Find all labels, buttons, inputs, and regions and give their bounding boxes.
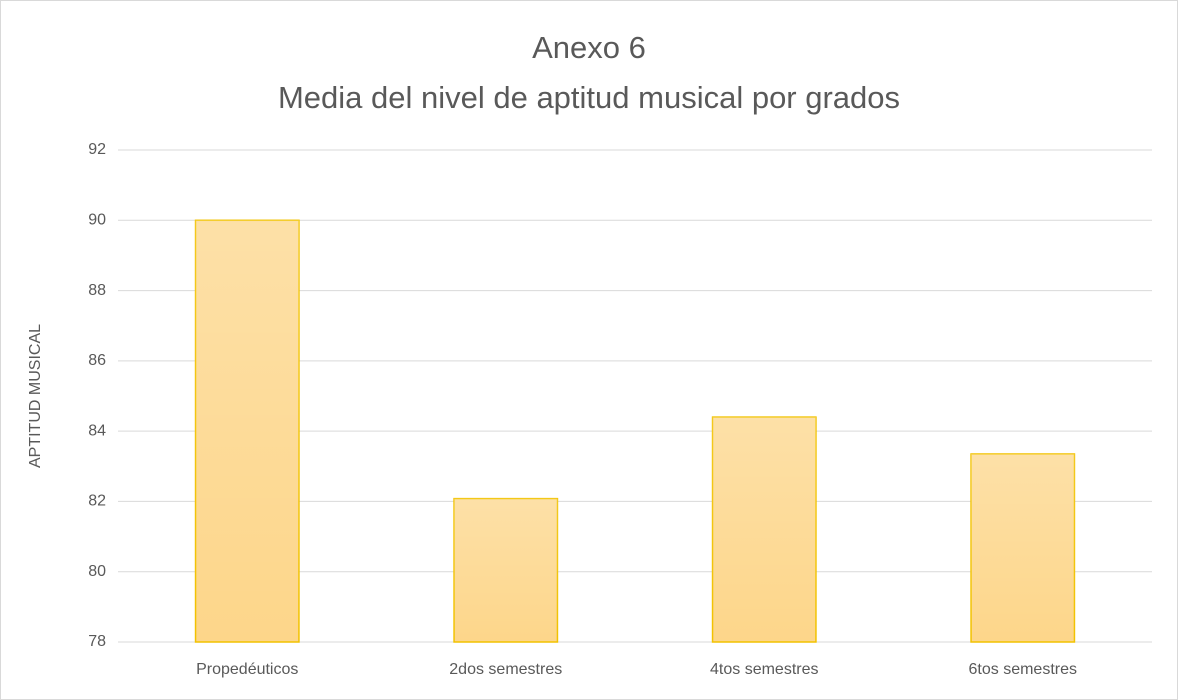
bar: [711, 416, 817, 643]
chart-subtitle: Media del nivel de aptitud musical por g…: [278, 80, 900, 115]
x-tick-label: 4tos semestres: [710, 661, 818, 678]
y-tick-label: 90: [88, 212, 106, 229]
y-tick-label: 78: [88, 633, 106, 650]
y-tick-label: 88: [88, 282, 106, 299]
bar: [194, 219, 300, 643]
bar: [970, 453, 1076, 643]
x-tick-label: 2dos semestres: [449, 661, 562, 678]
y-tick-label: 84: [88, 422, 106, 439]
y-tick-label: 86: [88, 352, 106, 369]
y-tick-label: 92: [88, 141, 106, 158]
x-tick-label: Propedéuticos: [196, 661, 298, 678]
x-tick-label: 6tos semestres: [969, 661, 1077, 678]
y-tick-label: 82: [88, 493, 106, 510]
chart-title: Anexo 6: [532, 30, 646, 65]
y-tick-label: 80: [88, 563, 106, 580]
y-axis-label: APTITUD MUSICAL: [27, 324, 44, 468]
bar: [453, 497, 559, 643]
